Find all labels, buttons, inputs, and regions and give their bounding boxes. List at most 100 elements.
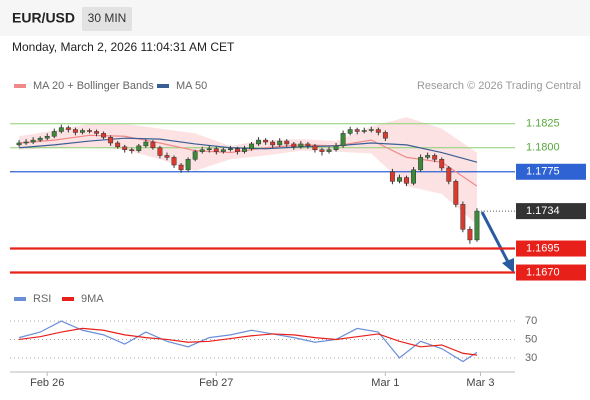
candle-body <box>129 149 135 151</box>
x-tick-label: Mar 1 <box>371 377 399 389</box>
candle-body <box>418 157 424 171</box>
candle-body <box>453 181 459 205</box>
candle-body <box>171 157 177 166</box>
legend-swatch <box>62 297 74 301</box>
candle-body <box>220 149 226 152</box>
ma50-line <box>18 137 478 163</box>
candle-body <box>467 229 473 241</box>
candle-body <box>312 145 318 150</box>
candle-body <box>382 132 388 139</box>
candle-body <box>368 129 374 131</box>
timeframe[interactable]: 30 MIN <box>88 11 127 25</box>
candle-body <box>178 164 184 171</box>
legend-swatch <box>14 297 26 301</box>
candle-body <box>157 147 163 156</box>
candle-body <box>101 133 107 138</box>
x-tick-label: Feb 27 <box>199 377 233 389</box>
candle-body <box>136 145 142 151</box>
candle-body <box>361 130 367 132</box>
legend-label: RSI <box>33 293 51 305</box>
bollinger-band <box>19 117 477 225</box>
forecast-arrowhead <box>502 258 514 273</box>
candle-body <box>432 155 438 160</box>
candle-body <box>425 155 431 158</box>
candle-body <box>108 136 114 144</box>
candle-body <box>375 129 381 133</box>
candle-body <box>206 148 212 150</box>
candle-body <box>87 130 92 132</box>
legend-swatch <box>14 84 26 88</box>
subtitle: Monday, March 2, 2026 11:04:31 AM CET <box>12 40 235 54</box>
level-label-box <box>516 264 586 281</box>
rsi-ma-line <box>18 327 478 356</box>
y-tick-label: 50 <box>525 333 537 345</box>
candle-body <box>72 129 78 133</box>
candle-body <box>94 131 99 134</box>
candle-body <box>227 148 233 150</box>
level-label: 1.1670 <box>526 266 560 278</box>
last-price-label: 1.1734 <box>526 205 560 217</box>
candle-body <box>389 171 395 182</box>
candle-body <box>284 140 290 145</box>
candle-body <box>150 141 156 149</box>
legend-label: MA 20 + Bollinger Bands <box>33 80 154 92</box>
legend-label: MA 50 <box>176 80 207 92</box>
x-tick-label: Feb 26 <box>30 377 64 389</box>
level-label: 1.1800 <box>526 142 560 154</box>
candle-body <box>411 169 417 184</box>
candle-body <box>37 137 43 141</box>
forecast-arrow <box>480 211 510 263</box>
candle-body <box>79 130 85 133</box>
level-label-box <box>516 163 586 180</box>
chart-title: EUR/USD <box>12 10 75 26</box>
timeframe-box[interactable] <box>82 7 132 31</box>
candle-body <box>185 159 191 171</box>
candle-body <box>404 177 409 184</box>
candle-body <box>51 131 57 137</box>
candle-body <box>58 127 64 132</box>
candle-body <box>65 127 71 130</box>
candle-body <box>340 133 346 147</box>
candle-body <box>249 143 254 149</box>
candle-body <box>270 141 276 146</box>
candle-body <box>23 141 29 144</box>
candle-body <box>460 204 466 230</box>
candle-body <box>213 148 219 152</box>
candle-body <box>291 143 297 148</box>
level-label: 1.1695 <box>526 242 560 254</box>
candle-body <box>164 155 170 158</box>
candle-body <box>277 140 283 146</box>
rsi-line <box>18 320 478 363</box>
candle-body <box>256 139 262 145</box>
candle-body <box>397 177 402 182</box>
level-label: 1.1775 <box>526 166 560 178</box>
candle-body <box>354 129 360 132</box>
candle-body <box>143 141 149 147</box>
legend-swatch <box>157 84 169 88</box>
candle-body <box>192 151 198 160</box>
candle-body <box>44 136 50 139</box>
candle-body <box>305 143 311 147</box>
candle-body <box>199 149 205 152</box>
ma20-line <box>18 134 478 187</box>
candle-body <box>474 210 480 241</box>
candle-body <box>16 142 22 146</box>
last-price-box <box>516 203 586 220</box>
candle-body <box>333 145 339 150</box>
credit: Research © 2026 Trading Central <box>417 80 581 92</box>
candle-body <box>326 149 332 152</box>
candle-body <box>298 143 304 148</box>
candle-body <box>115 142 121 148</box>
candle-body <box>30 139 36 143</box>
candle-body <box>439 159 445 169</box>
candle-body <box>122 146 128 150</box>
candle-body <box>242 148 247 152</box>
x-tick-label: Mar 3 <box>466 377 494 389</box>
level-label: 1.1825 <box>526 118 560 130</box>
level-label-box <box>516 240 586 257</box>
candle-body <box>446 167 452 182</box>
y-tick-label: 30 <box>525 352 537 364</box>
candle-body <box>263 139 269 143</box>
